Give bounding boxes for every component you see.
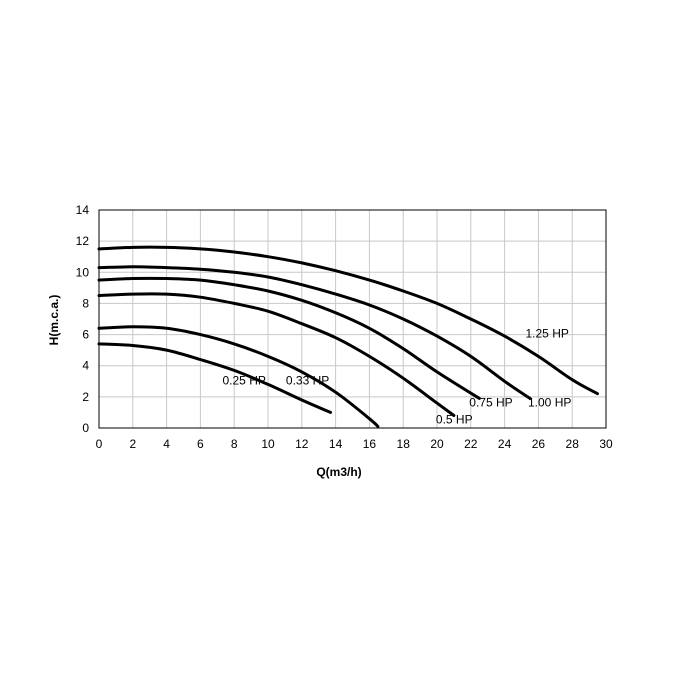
x-axis-label: Q(m3/h) xyxy=(316,465,361,479)
x-tick-label: 30 xyxy=(599,437,613,451)
y-tick-label: 2 xyxy=(82,390,89,404)
series-label: 0.33 HP xyxy=(286,373,329,387)
x-tick-label: 14 xyxy=(329,437,343,451)
x-tick-label: 8 xyxy=(231,437,238,451)
x-tick-label: 28 xyxy=(566,437,580,451)
x-tick-label: 18 xyxy=(397,437,411,451)
x-tick-label: 16 xyxy=(363,437,377,451)
x-tick-label: 20 xyxy=(430,437,444,451)
y-tick-label: 12 xyxy=(76,234,90,248)
y-tick-label: 14 xyxy=(76,203,90,217)
x-tick-label: 2 xyxy=(129,437,136,451)
x-tick-label: 12 xyxy=(295,437,309,451)
series-label: 1.00 HP xyxy=(528,395,571,409)
series-curve xyxy=(97,342,332,414)
y-tick-label: 8 xyxy=(82,296,89,310)
series-label: 1.25 HP xyxy=(526,327,569,341)
y-axis-label: H(m.c.a.) xyxy=(47,295,61,346)
series-curve xyxy=(97,325,380,428)
x-tick-label: 22 xyxy=(464,437,478,451)
series-curve xyxy=(97,265,532,400)
x-tick-label: 26 xyxy=(532,437,546,451)
series-label: 0.75 HP xyxy=(469,395,512,409)
series-labels: 0.25 HP 0.33 HP 0.5 HP 0.75 HP 1.00 HP 1.25 H… xyxy=(223,327,572,427)
series-label: 0.25 HP xyxy=(223,373,266,387)
series-curve xyxy=(97,245,599,396)
x-tick-label: 24 xyxy=(498,437,512,451)
y-tick-label: 6 xyxy=(82,328,89,342)
y-tick-label: 10 xyxy=(76,265,90,279)
series-curve xyxy=(97,276,481,400)
series-curve xyxy=(97,292,456,417)
plot-area xyxy=(98,209,607,429)
series-label: 0.5 HP xyxy=(436,413,473,427)
series-curves xyxy=(97,245,599,428)
x-tick-label: 10 xyxy=(261,437,275,451)
x-tick-label: 0 xyxy=(96,437,103,451)
y-tick-label: 4 xyxy=(82,359,89,373)
y-tick-label: 0 xyxy=(82,421,89,435)
x-tick-label: 4 xyxy=(163,437,170,451)
x-tick-label: 6 xyxy=(197,437,204,451)
